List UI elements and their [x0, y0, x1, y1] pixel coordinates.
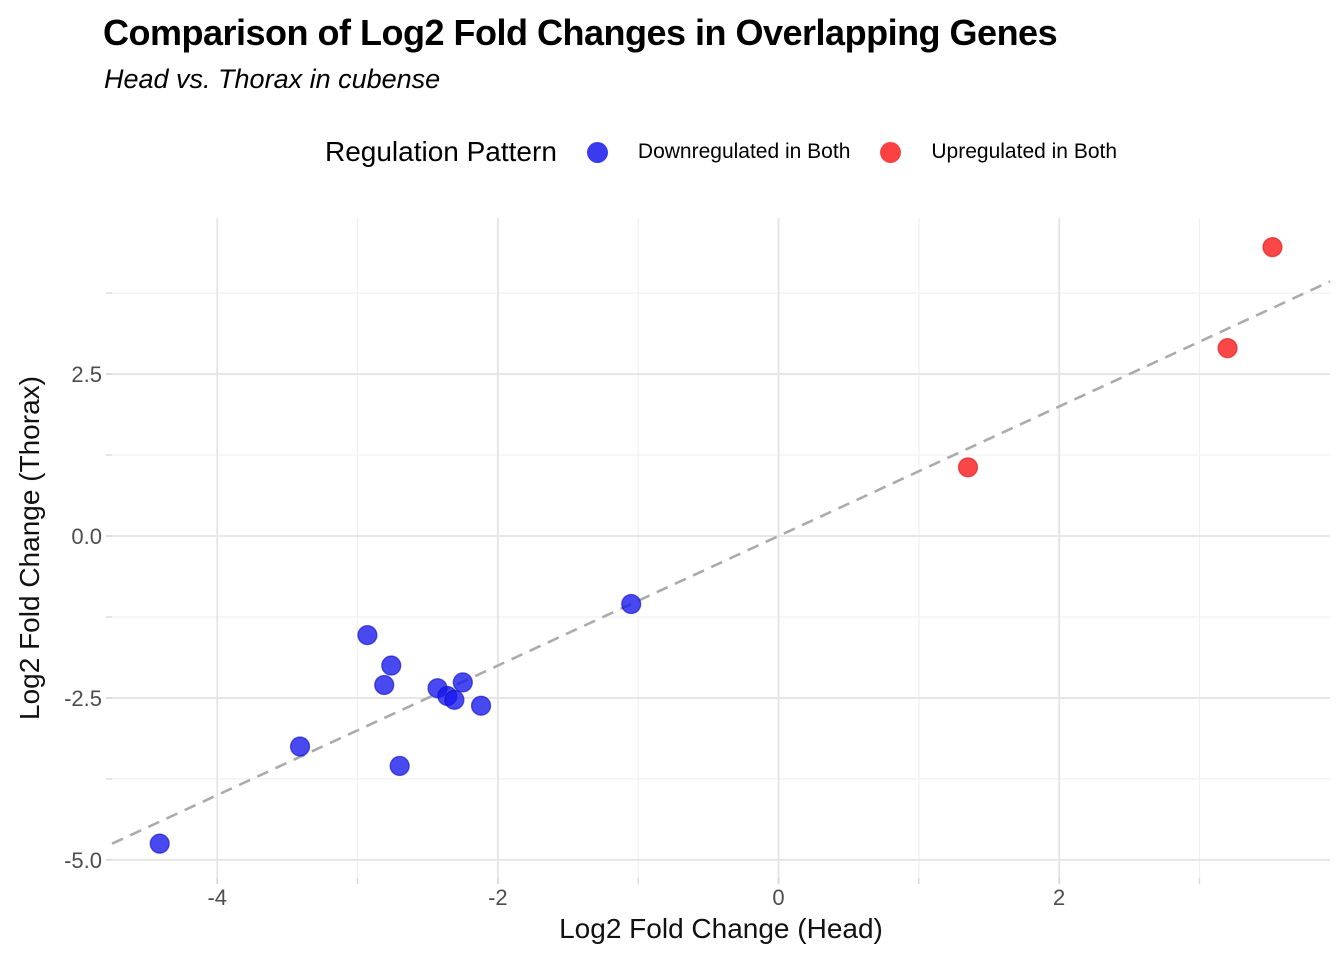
data-point [381, 655, 402, 676]
x-tick-label: 2 [1053, 885, 1065, 910]
x-tick-label: -4 [207, 885, 227, 910]
data-point [621, 593, 642, 615]
legend-item-downregulated: Downregulated in Both [586, 140, 851, 164]
upregulated-swatch-icon [880, 141, 902, 163]
legend: Regulation Pattern Downregulated in Both… [112, 128, 1330, 176]
legend-item-label: Upregulated in Both [931, 140, 1118, 163]
y-tick-label: -2.5 [64, 686, 102, 711]
identity-line [111, 280, 1331, 845]
chart-subtitle: Head vs. Thorax in cubense [104, 64, 441, 94]
data-point [357, 624, 378, 646]
y-tick-label: -5.0 [64, 848, 102, 873]
data-point [374, 674, 395, 696]
data-point [452, 672, 473, 693]
data-point [1217, 338, 1238, 359]
y-tick-label: 2.5 [71, 362, 102, 387]
data-point [957, 457, 979, 478]
x-axis-title: Log2 Fold Change (Head) [559, 913, 883, 944]
data-point [289, 736, 311, 757]
chart-title: Comparison of Log2 Fold Changes in Overl… [103, 12, 1058, 53]
data-point [444, 689, 465, 711]
data-point [1262, 236, 1283, 258]
legend-title: Regulation Pattern [324, 136, 557, 167]
x-tick-label: -2 [488, 885, 508, 910]
y-tick-label: 0.0 [71, 524, 102, 549]
data-point [389, 755, 410, 777]
legend-item-upregulated: Upregulated in Both [880, 140, 1117, 164]
data-point [470, 695, 492, 716]
downregulated-swatch-icon [586, 141, 608, 163]
legend-item-label: Downregulated in Both [637, 140, 851, 163]
data-point [149, 833, 170, 854]
x-tick-label: 0 [772, 885, 784, 910]
